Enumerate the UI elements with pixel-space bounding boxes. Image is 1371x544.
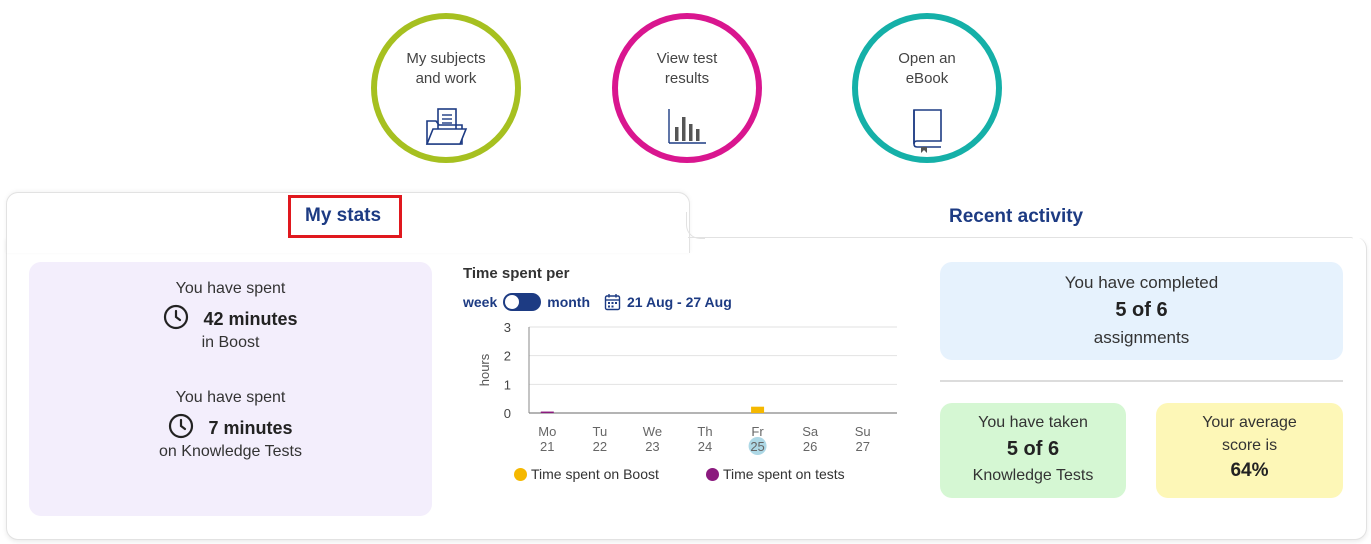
my-subjects-label: My subjects and work	[406, 50, 486, 87]
x-tick-day-name: Tu	[593, 424, 608, 439]
date-range[interactable]: 21 Aug - 27 Aug	[627, 294, 732, 310]
chart-title: Time spent per	[463, 265, 570, 282]
my-stats-highlight	[288, 195, 402, 238]
toggle-week-label[interactable]: week	[463, 294, 498, 310]
bar-chart-icon	[666, 107, 708, 152]
tests-suffix: on Knowledge Tests	[159, 443, 302, 460]
my-subjects-circle[interactable]: My subjects and work	[371, 13, 521, 163]
tab-my-stats-label[interactable]: My stats	[305, 205, 382, 226]
taken-value: 5 of 6	[1006, 438, 1060, 460]
x-tick-day-number: 26	[803, 439, 817, 454]
x-tick-day-name: Su	[855, 424, 871, 439]
completed-suffix: assignments	[1093, 328, 1190, 347]
x-tick-day-number: 21	[540, 439, 554, 454]
open-ebook-circle[interactable]: Open an eBook	[852, 13, 1002, 163]
period-toggle-row: week month 21 Aug - 27 Aug	[463, 292, 732, 312]
legend-boost-label: Time spent on Boost	[531, 466, 659, 482]
completed-value: 5 of 6	[1115, 299, 1168, 321]
legend-tests: Time spent on tests	[706, 466, 845, 482]
calendar-icon[interactable]	[604, 293, 621, 311]
x-tick-day-number: 25	[750, 439, 764, 454]
legend-boost: Time spent on Boost	[514, 466, 659, 482]
taken-suffix: Knowledge Tests	[972, 467, 1094, 484]
toggle-month-label[interactable]: month	[547, 294, 591, 310]
tab-my-stats[interactable]	[6, 192, 690, 253]
toggle-knob	[505, 295, 520, 309]
y-tick-label: 0	[504, 406, 511, 421]
book-icon	[907, 107, 947, 158]
legend-boost-swatch	[514, 467, 527, 481]
view-test-results-label: View test results	[656, 50, 718, 87]
open-ebook-label: Open an eBook	[898, 50, 956, 87]
x-tick-day-number: 23	[645, 439, 659, 454]
y-axis-label: hours	[477, 353, 492, 386]
y-tick-label: 1	[504, 377, 511, 392]
tab-recent-activity[interactable]	[690, 192, 1365, 238]
y-tick-label: 3	[504, 320, 511, 335]
legend-tests-label: Time spent on tests	[723, 466, 845, 482]
panel-top-border	[688, 237, 1353, 239]
avg-value: 64%	[1230, 460, 1269, 481]
avg-prefix: Your average	[1202, 414, 1297, 431]
tab-curve-divider	[686, 212, 705, 239]
tests-time-row: 7 minutes	[29, 413, 432, 444]
folder-icon	[424, 107, 468, 152]
bar-tests	[540, 411, 554, 414]
week-month-toggle[interactable]	[503, 293, 542, 311]
summary-divider	[940, 380, 1343, 382]
completed-prefix: You have completed	[1064, 273, 1219, 292]
highlighted-day-marker	[748, 437, 767, 455]
time-spent-card: You have spent 42 minutes in Boost You h…	[29, 262, 432, 516]
bar-boost	[751, 406, 765, 413]
boost-suffix: in Boost	[201, 334, 260, 351]
tests-time-value: 7 minutes	[208, 418, 293, 438]
taken-prefix: You have taken	[978, 414, 1088, 431]
x-tick-day-name: Sa	[802, 424, 819, 439]
boost-time-row: 42 minutes	[29, 304, 432, 335]
x-tick-day-number: 24	[698, 439, 712, 454]
knowledge-tests-card: You have taken 5 of 6 Knowledge Tests	[940, 403, 1126, 498]
average-score-card: Your average score is 64%	[1156, 403, 1343, 498]
x-tick-day-name: Fr	[751, 424, 764, 439]
x-tick-day-name: Th	[697, 424, 712, 439]
avg-mid: score is	[1221, 437, 1278, 454]
clock-icon	[163, 304, 189, 335]
boost-prefix: You have spent	[175, 280, 286, 297]
clock-icon	[168, 413, 194, 444]
tests-prefix: You have spent	[175, 389, 286, 406]
x-tick-day-name: We	[643, 424, 662, 439]
view-test-results-circle[interactable]: View test results	[612, 13, 762, 163]
legend-tests-swatch	[706, 467, 719, 481]
y-tick-label: 2	[504, 349, 511, 364]
x-tick-day-number: 22	[593, 439, 607, 454]
assignments-card: You have completed 5 of 6 assignments	[940, 262, 1343, 360]
x-tick-day-name: Mo	[538, 424, 556, 439]
tab-recent-activity-label[interactable]: Recent activity	[949, 206, 1084, 227]
boost-time-value: 42 minutes	[203, 309, 298, 329]
x-tick-day-number: 27	[855, 439, 869, 454]
